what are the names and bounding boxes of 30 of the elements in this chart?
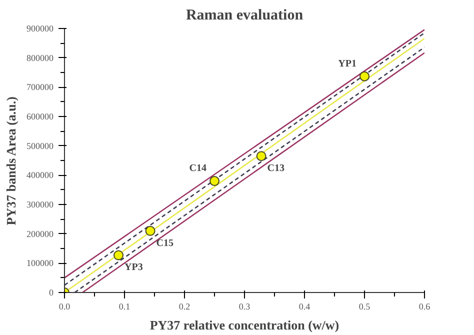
x-axis-title: PY37 relative concentration (w/w) (150, 318, 340, 332)
x-tick-label: 0.3 (238, 302, 251, 312)
annotation: C14 (189, 163, 207, 174)
y-tick-label: 700000 (26, 82, 54, 92)
x-tick-label: 0.6 (418, 302, 431, 312)
y-tick-label: 100000 (26, 258, 54, 268)
x-tick-label: 0.1 (118, 302, 130, 312)
annotation: C15 (156, 238, 174, 249)
annotation: YP1 (338, 58, 357, 70)
x-tick-label: 0.0 (58, 302, 71, 312)
x-tick-label: 0.5 (358, 302, 371, 312)
point (145, 226, 156, 236)
y-tick-label: 900000 (26, 24, 54, 34)
y-tick-label: 500000 (26, 140, 54, 151)
y-tick-label: 600000 (26, 112, 54, 122)
annotation: YP3 (124, 262, 143, 274)
chart-title: Raman evaluation (186, 8, 304, 24)
y-tick-label: 800000 (26, 52, 54, 63)
point (114, 250, 124, 260)
point (360, 71, 370, 82)
x-tick-label: 0.2 (178, 302, 190, 312)
point (210, 176, 220, 186)
point (256, 151, 266, 162)
y-axis-title: PY37 bands Area (a.u.) (4, 96, 18, 226)
y-tick-label: 0 (49, 288, 54, 298)
annotation: C13 (267, 163, 285, 174)
x-tick-label: 0.4 (298, 302, 311, 312)
y-tick-label: 200000 (26, 228, 54, 239)
y-tick-label: 300000 (26, 200, 54, 210)
y-tick-label: 400000 (26, 170, 54, 180)
